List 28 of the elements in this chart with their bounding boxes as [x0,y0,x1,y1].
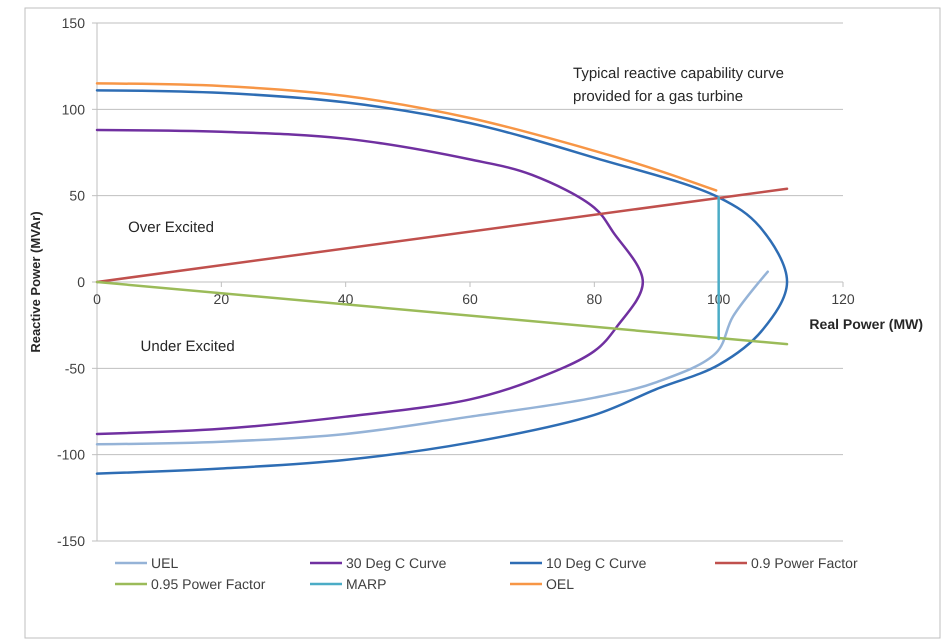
x-tick-label: 20 [214,291,230,307]
annotation: Under Excited [140,338,235,356]
legend-label: 0.9 Power Factor [751,555,858,571]
line-series [96,89,788,475]
legend-label: 30 Deg C Curve [346,555,447,571]
x-tick-label: 60 [462,291,478,307]
text: Typical reactive capability curve provided for a gas turbine [573,65,784,105]
legend-label: OEL [546,576,574,592]
y-tick-label: 150 [62,15,86,31]
y-tick-label: -50 [64,360,86,376]
legend-label: UEL [151,555,178,571]
line-series [96,270,770,446]
legend-label: MARP [346,576,386,592]
x-tick-label: 120 [831,291,855,307]
y-tick-label: -150 [56,533,86,549]
line-series [96,128,644,436]
y-tick-label: 50 [69,188,86,204]
x-tick-label: 80 [586,291,602,307]
y-tick-label: -100 [56,446,86,463]
y-tick-label: 0 [77,274,86,290]
legend-label: 0.95 Power Factor [151,576,266,592]
y-tick-label: 100 [62,101,86,118]
y-axis-title: Reactive Power (MVAr) [28,211,43,353]
x-tick-label: 0 [93,291,102,307]
x-tick-label: 40 [338,291,354,307]
annotation: Over Excited [128,218,214,236]
x-axis-title: Real Power (MW) [809,316,923,332]
legend-label: 10 Deg C Curve [546,555,647,571]
